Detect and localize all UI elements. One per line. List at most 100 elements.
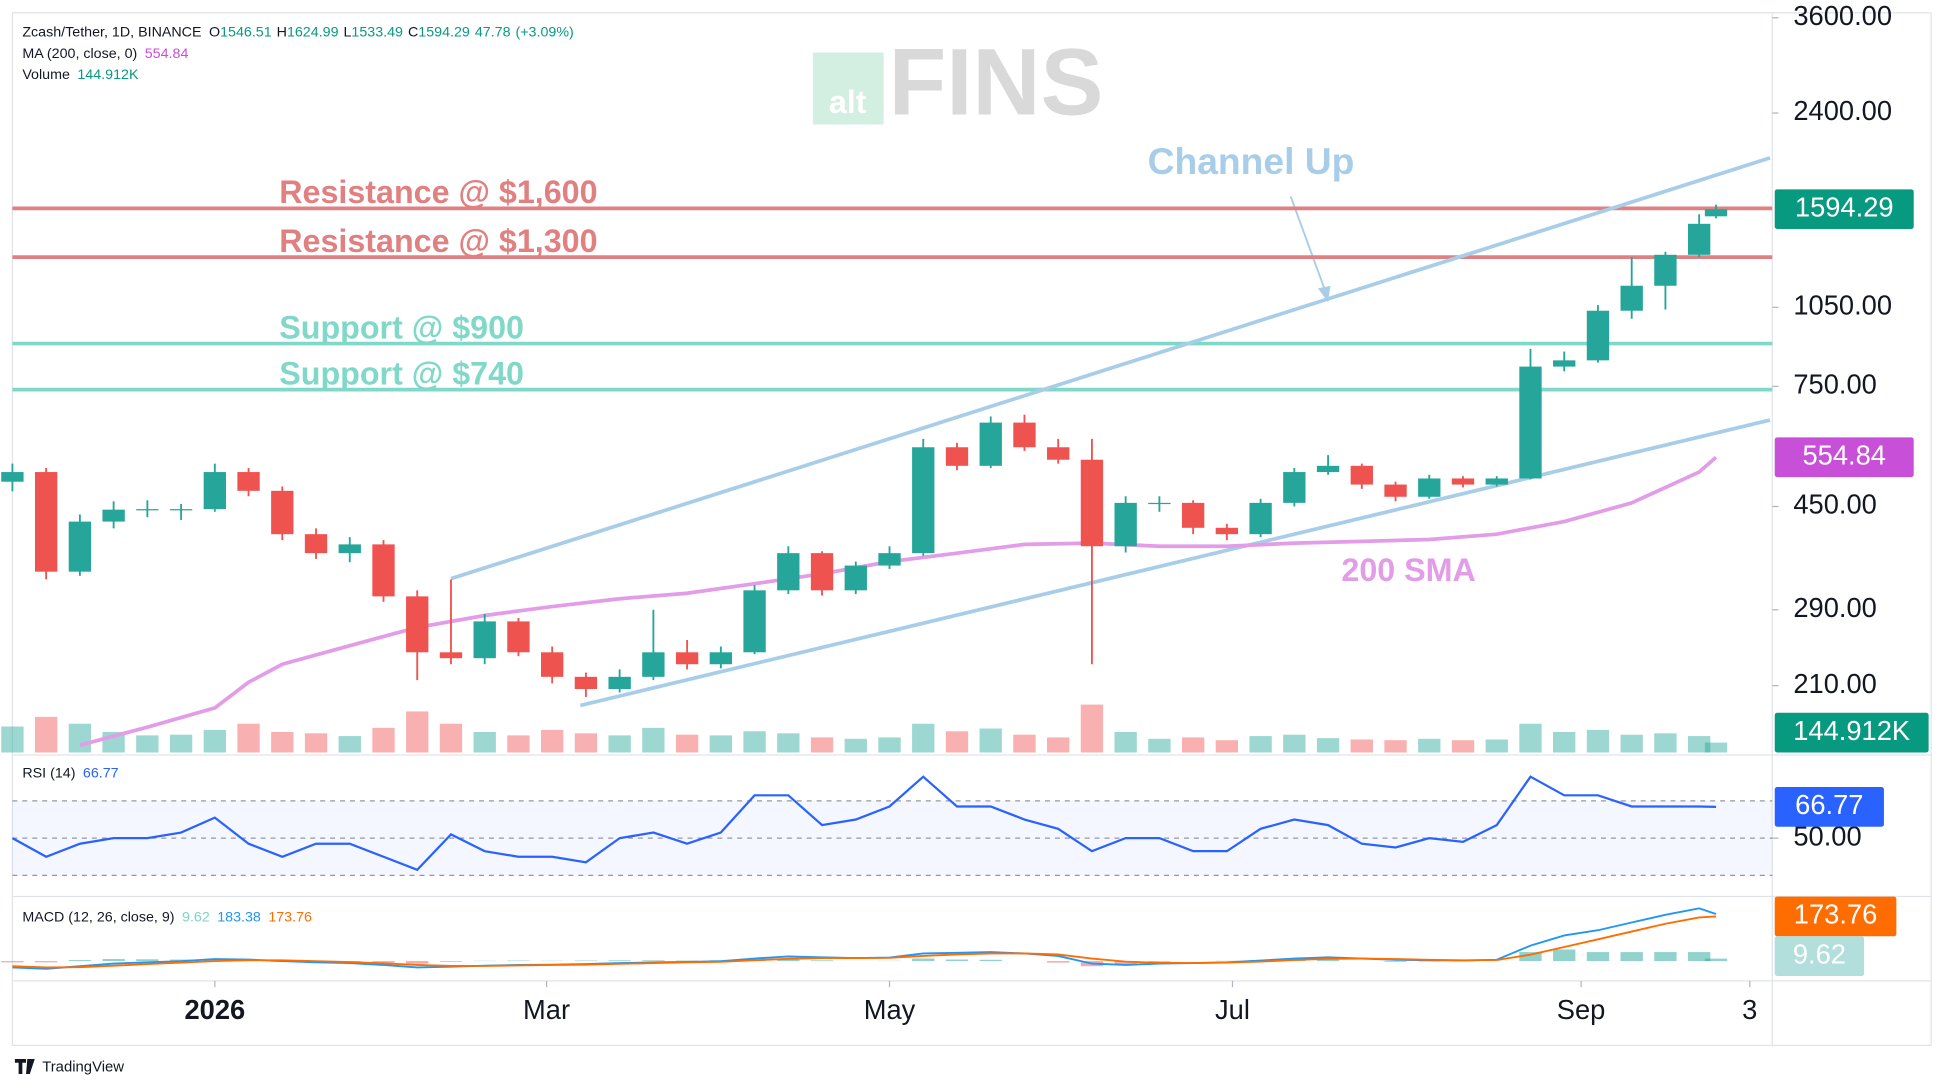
candle-body (1181, 502, 1205, 528)
candle-body (1316, 465, 1340, 473)
volume-bar (1013, 734, 1036, 753)
candle-body (541, 652, 564, 677)
candle-body (1654, 254, 1677, 286)
candle-body (675, 652, 699, 665)
candle-body (439, 652, 463, 659)
volume-bar (1451, 740, 1475, 753)
candle-body (878, 553, 901, 566)
rsi-value: 66.77 (83, 765, 119, 781)
candle-body (1350, 465, 1373, 485)
plot-layer: 210.00290.00450.00750.001050.002400.0036… (1, 0, 1929, 1025)
price-line-label: Support @ $900 (279, 309, 524, 345)
volume-bar (878, 737, 901, 753)
rsi-legend: RSI (14) 66.77 (22, 765, 118, 781)
macd-hist (372, 961, 395, 963)
candle-body (709, 652, 733, 665)
candle-body (1114, 502, 1137, 547)
candle-body (372, 544, 395, 597)
macd-hist (136, 959, 159, 962)
macd-hist (68, 960, 92, 962)
candle-body (1620, 285, 1643, 311)
volume-bar (574, 733, 598, 753)
macd-hist (1, 961, 24, 963)
volume-bar (169, 734, 193, 753)
volume-bar (1047, 737, 1070, 753)
candle-body (169, 509, 193, 511)
volume-bar (743, 731, 766, 753)
volume-bar (1283, 734, 1306, 753)
volume-bar (1215, 740, 1239, 753)
macd-hist (1687, 952, 1711, 962)
macd-value: 183.38 (217, 909, 261, 925)
logo-fins: FINS (889, 30, 1104, 135)
candle-body (473, 621, 496, 659)
channel-label: Channel Up (1148, 140, 1355, 182)
candle-body (608, 676, 631, 690)
ohlc-value: 1624.99 (287, 24, 339, 40)
x-tick-label: Mar (523, 994, 570, 1025)
axis-tag-label: 554.84 (1802, 439, 1885, 470)
volume-bar (34, 716, 58, 753)
rsi-band (12, 800, 1773, 876)
candle-body (1451, 478, 1475, 485)
macd-hist (1586, 952, 1610, 962)
candle-body (743, 590, 766, 653)
axis-tag (1774, 787, 1884, 827)
candle-body (136, 509, 159, 511)
volume-bar (709, 735, 733, 753)
volume-bar (406, 711, 429, 753)
candle-body (406, 596, 429, 653)
tv-logo (14, 1059, 35, 1074)
volume-bar (810, 737, 834, 753)
ohlc-label: O (209, 24, 220, 40)
candle-body (1687, 223, 1711, 255)
axis-tag (1774, 189, 1914, 230)
axis-tag (1774, 712, 1929, 753)
y-tick-label: 290.00 (1793, 592, 1876, 623)
volume-legend: Volume 144.912K (22, 67, 139, 83)
candle-body (1553, 360, 1576, 367)
channel-arrow (1289, 196, 1329, 299)
macd-hist (1384, 961, 1407, 962)
y-tick-label: 450.00 (1793, 489, 1876, 520)
macd-hist (979, 959, 1002, 962)
volume-bar (912, 723, 935, 753)
volume-bar (338, 736, 361, 753)
macd-hist (1114, 961, 1137, 965)
macd-hist (777, 958, 800, 962)
logo-box (812, 52, 884, 125)
candle-body (271, 490, 294, 535)
volume-bar (844, 738, 867, 753)
volume-bar (541, 729, 564, 753)
candle-body (203, 472, 226, 510)
candle-body (507, 621, 530, 653)
volume-bar (1704, 742, 1728, 753)
macd-hist (1620, 952, 1643, 962)
macd-legend: MACD (12, 26, close, 9) 9.62 183.38 173.76 (22, 909, 312, 925)
candle-body (777, 553, 800, 591)
volume-bar (439, 723, 463, 753)
volume-bar (1080, 704, 1104, 753)
axis-tag-label: 144.912K (1793, 715, 1910, 746)
macd-hist (1704, 958, 1728, 962)
axis-tag-label: 1594.29 (1795, 191, 1894, 222)
x-tick-label: 2026 (184, 994, 245, 1025)
macd-hist (642, 960, 665, 962)
candle-body (1283, 472, 1306, 503)
candle-body (1418, 478, 1441, 497)
candle-body (1519, 366, 1542, 479)
axis-tag-label: 9.62 (1793, 938, 1846, 969)
macd-hist (1519, 952, 1542, 962)
price-line-label: Support @ $740 (279, 355, 524, 391)
ohlc-value: 1546.51 (220, 24, 272, 40)
y-tick-label: 3600.00 (1793, 0, 1892, 31)
volume-bar (68, 723, 92, 753)
x-tick-label: May (864, 994, 916, 1025)
macd-hist (1047, 961, 1070, 963)
candle-body (237, 472, 260, 491)
volume-bar (777, 733, 800, 753)
volume-bar (1316, 738, 1340, 753)
volume-bar (675, 734, 699, 753)
volume-bar (237, 723, 260, 753)
